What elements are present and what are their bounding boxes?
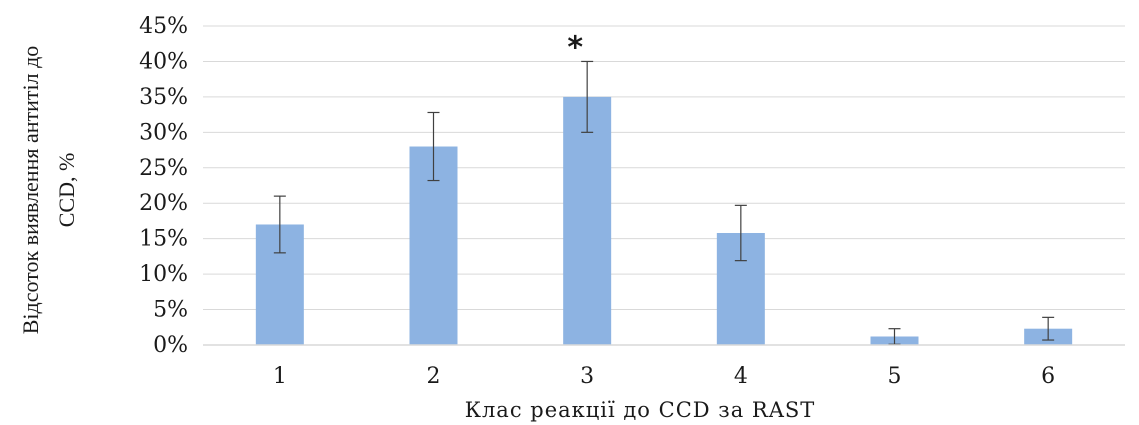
y-tick-label: 45% xyxy=(139,14,188,39)
error-bars xyxy=(273,60,1055,345)
x-tick-label: 2 xyxy=(427,364,441,389)
gridlines xyxy=(203,25,1125,311)
y-axis-title: Відсоток виявлення антитіл до CCD, % xyxy=(18,46,79,335)
y-axis-ticks: 0% 5% 10% 15% 20% 25% 30% 35% 40% 45% xyxy=(139,14,188,358)
y-tick-label: 30% xyxy=(139,120,188,145)
significance-annotation: * xyxy=(567,30,583,65)
x-axis-title: Клас реакції до CCD за RAST xyxy=(465,398,816,422)
y-tick-label: 10% xyxy=(139,262,188,287)
y-tick-label: 0% xyxy=(153,333,188,358)
y-tick-label: 40% xyxy=(139,49,188,74)
bar xyxy=(563,96,612,345)
y-tick-label: 25% xyxy=(139,156,188,181)
x-axis-ticks: 1 2 3 4 5 6 xyxy=(273,364,1055,389)
y-tick-label: 35% xyxy=(139,85,188,110)
y-tick-label: 5% xyxy=(153,298,188,323)
x-tick-label: 4 xyxy=(734,364,748,389)
y-axis-title-line2: CCD, % xyxy=(54,153,79,228)
x-tick-label: 6 xyxy=(1041,364,1055,389)
x-tick-label: 3 xyxy=(580,364,594,389)
y-axis-title-line1: Відсоток виявлення антитіл до xyxy=(18,46,43,335)
y-tick-label: 15% xyxy=(139,227,188,252)
y-tick-label: 20% xyxy=(139,191,188,216)
bars xyxy=(255,96,1073,345)
x-tick-label: 5 xyxy=(888,364,902,389)
x-tick-label: 1 xyxy=(273,364,287,389)
